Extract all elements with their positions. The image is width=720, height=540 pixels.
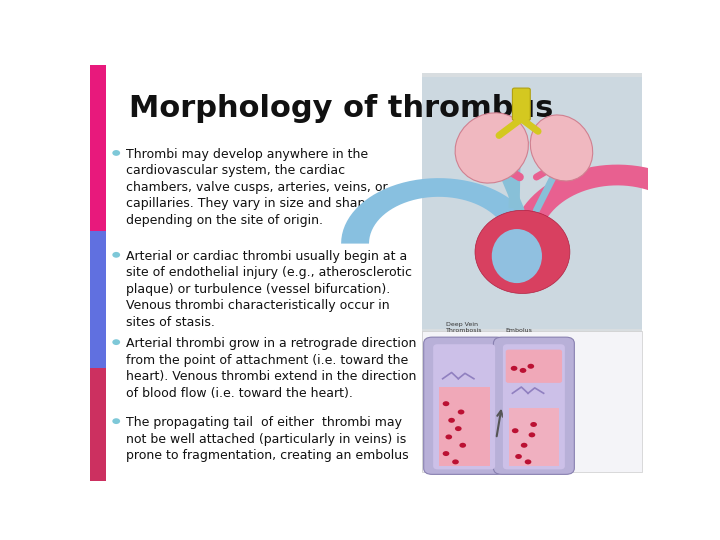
Circle shape: [112, 418, 120, 424]
Ellipse shape: [455, 113, 528, 183]
Bar: [422, 77, 642, 329]
Polygon shape: [341, 178, 536, 264]
Ellipse shape: [531, 115, 593, 181]
Text: Embolus: Embolus: [505, 328, 533, 333]
Circle shape: [112, 252, 120, 258]
Circle shape: [458, 409, 464, 415]
Text: Thrombi may develop anywhere in the
cardiovascular system, the cardiac
chambers,: Thrombi may develop anywhere in the card…: [126, 148, 388, 227]
Bar: [90, 368, 106, 481]
Polygon shape: [511, 165, 720, 244]
FancyBboxPatch shape: [513, 88, 530, 120]
Circle shape: [512, 428, 518, 433]
Circle shape: [452, 460, 459, 464]
Circle shape: [112, 339, 120, 345]
Bar: [90, 231, 106, 368]
Bar: [422, 331, 642, 472]
Circle shape: [446, 435, 452, 440]
Circle shape: [520, 368, 526, 373]
Ellipse shape: [475, 210, 570, 294]
Circle shape: [443, 451, 449, 456]
FancyBboxPatch shape: [505, 349, 562, 383]
Circle shape: [449, 418, 455, 423]
FancyBboxPatch shape: [433, 344, 495, 469]
Text: Morphology of thrombus: Morphology of thrombus: [129, 94, 554, 123]
Circle shape: [455, 426, 462, 431]
Circle shape: [459, 443, 466, 448]
Bar: [90, 65, 106, 231]
Ellipse shape: [492, 229, 542, 283]
Text: Arterial thrombi grow in a retrograde direction
from the point of attachment (i.: Arterial thrombi grow in a retrograde di…: [126, 337, 417, 400]
FancyBboxPatch shape: [493, 337, 575, 474]
FancyBboxPatch shape: [438, 387, 490, 466]
Circle shape: [530, 422, 537, 427]
FancyBboxPatch shape: [423, 337, 505, 474]
Circle shape: [510, 366, 518, 371]
Circle shape: [112, 150, 120, 156]
Bar: [422, 73, 642, 472]
Circle shape: [521, 443, 528, 448]
Circle shape: [516, 454, 522, 459]
Circle shape: [525, 460, 531, 464]
Circle shape: [528, 433, 535, 437]
FancyBboxPatch shape: [503, 344, 565, 469]
Text: Deep Vein
Thrombosis: Deep Vein Thrombosis: [446, 322, 482, 333]
Circle shape: [443, 401, 449, 406]
Circle shape: [528, 364, 534, 369]
FancyBboxPatch shape: [508, 408, 559, 466]
Text: Arterial or cardiac thrombi usually begin at a
site of endothelial injury (e.g.,: Arterial or cardiac thrombi usually begi…: [126, 250, 413, 329]
Text: The propagating tail  of either  thrombi may
not be well attached (particularly : The propagating tail of either thrombi m…: [126, 416, 409, 462]
